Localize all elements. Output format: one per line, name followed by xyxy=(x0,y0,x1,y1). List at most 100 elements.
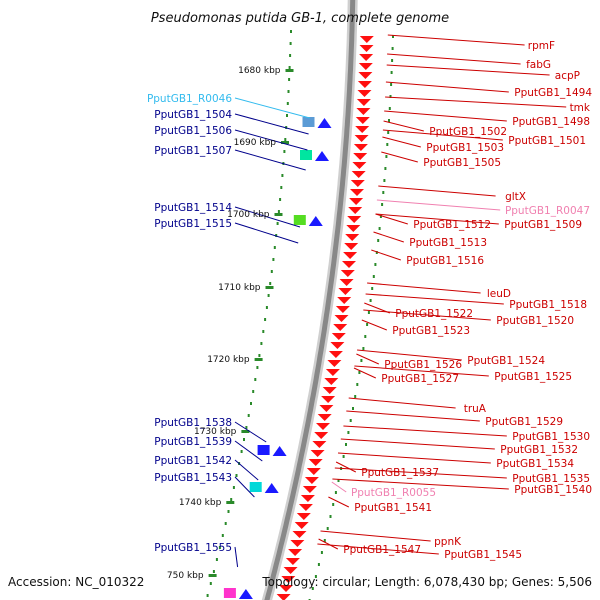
gene-arrow-reverse xyxy=(321,396,336,403)
track-dot xyxy=(288,78,291,81)
feature-label-right[interactable]: leuD xyxy=(487,288,511,300)
feature-label-left[interactable]: PputGB1_1542 xyxy=(154,455,232,467)
kbp-tick xyxy=(241,430,250,433)
gene-arrow-reverse xyxy=(337,297,352,304)
track-dot xyxy=(269,282,272,285)
feature-label-left[interactable]: PputGB1_1543 xyxy=(154,472,232,484)
feature-label-right[interactable]: ppnK xyxy=(434,536,462,548)
feature-label-right[interactable]: PputGB1_1523 xyxy=(392,325,470,337)
track-dot xyxy=(391,59,394,62)
track-dot xyxy=(385,155,388,158)
backbone-shadow xyxy=(261,0,358,600)
feature-label-right[interactable]: PputGB1_1505 xyxy=(423,157,501,169)
feature-label-left[interactable]: PputGB1_1506 xyxy=(154,125,232,137)
feature-label-left[interactable]: PputGB1_1515 xyxy=(154,218,232,230)
feature-label-right[interactable]: PputGB1_1547 xyxy=(343,544,421,556)
feature-label-right[interactable]: PputGB1_1529 xyxy=(485,416,563,428)
track-dot xyxy=(364,335,367,338)
track-dot xyxy=(384,167,387,170)
leader-line xyxy=(234,440,263,462)
feature-label-right[interactable]: gltX xyxy=(505,191,526,203)
feature-label-right[interactable]: PputGB1_R0047 xyxy=(505,205,590,217)
feature-label-right[interactable]: PputGB1_1498 xyxy=(512,116,590,128)
gene-arrow-reverse xyxy=(354,135,369,142)
track-dot xyxy=(334,491,337,494)
feature-label-right[interactable]: PputGB1_1520 xyxy=(496,315,574,327)
feature-label-right[interactable]: PputGB1_1525 xyxy=(494,371,572,383)
track-dot xyxy=(356,383,359,386)
track-dot xyxy=(235,474,238,477)
track-dot xyxy=(362,347,365,350)
track-dot xyxy=(369,299,372,302)
feature-label-left[interactable]: PputGB1_R0046 xyxy=(147,93,232,105)
gene-arrow-reverse xyxy=(322,387,337,394)
gene-arrow-forward xyxy=(264,483,279,493)
track-dot xyxy=(372,275,375,278)
gene-arrow-reverse xyxy=(343,252,358,259)
feature-label-right[interactable]: PputGB1_1526 xyxy=(384,359,462,371)
feature-label-left[interactable]: PputGB1_1538 xyxy=(154,417,232,429)
gene-arrow-reverse xyxy=(358,63,373,70)
feature-label-right[interactable]: PputGB1_1502 xyxy=(429,126,507,138)
track-dot xyxy=(379,215,382,218)
feature-label-right[interactable]: PputGB1_1522 xyxy=(395,308,473,320)
leader-line xyxy=(383,120,424,132)
track-dot xyxy=(254,378,257,381)
genome-title: Pseudomonas putida GB-1, complete genome xyxy=(151,11,449,26)
feature-label-right[interactable]: PputGB1_1534 xyxy=(496,458,574,470)
leader-line xyxy=(386,64,550,76)
feature-label-right[interactable]: fabG xyxy=(526,59,551,71)
feature-label-right[interactable]: PputGB1_1494 xyxy=(514,87,592,99)
gene-arrow-reverse xyxy=(300,495,315,502)
leader-line xyxy=(234,129,308,151)
feature-label-right[interactable]: PputGB1_1527 xyxy=(381,373,459,385)
gene-arrow-forward xyxy=(238,589,253,599)
feature-label-right[interactable]: tmk xyxy=(570,102,591,114)
feature-label-right[interactable]: truA xyxy=(464,403,487,415)
gene-arrow-reverse xyxy=(359,36,374,43)
gene-arrow-reverse xyxy=(353,153,368,160)
feature-label-right[interactable]: PputGB1_1509 xyxy=(504,219,582,231)
feature-label-right[interactable]: PputGB1_1545 xyxy=(444,549,522,561)
kbp-tick xyxy=(285,69,294,72)
feature-label-right[interactable]: PputGB1_1530 xyxy=(512,431,590,443)
feature-label-left[interactable]: PputGB1_1539 xyxy=(154,436,232,448)
feature-label-right[interactable]: PputGB1_1541 xyxy=(354,502,432,514)
feature-label-right[interactable]: PputGB1_1518 xyxy=(509,299,587,311)
track-dot xyxy=(378,227,381,230)
feature-label-right[interactable]: PputGB1_1524 xyxy=(467,355,545,367)
feature-label-right[interactable]: PputGB1_1535 xyxy=(512,473,590,485)
feature-label-left[interactable]: PputGB1_1504 xyxy=(154,109,232,121)
feature-label-right[interactable]: PputGB1_1540 xyxy=(514,484,592,496)
feature-label-right[interactable]: PputGB1_1532 xyxy=(500,444,578,456)
track-dot xyxy=(232,486,235,489)
feature-label-right[interactable]: PputGB1_1537 xyxy=(361,467,439,479)
feature-label-right[interactable]: rpmF xyxy=(528,40,555,52)
feature-label-left[interactable]: PputGB1_1514 xyxy=(154,202,232,214)
gene-arrow-reverse xyxy=(331,333,346,340)
leader-line xyxy=(234,476,255,498)
leader-line xyxy=(382,136,421,148)
feature-label-left[interactable]: PputGB1_1507 xyxy=(154,145,232,157)
feature-label-right[interactable]: acpP xyxy=(555,70,580,82)
kbp-label: 1730 kbp xyxy=(194,427,237,437)
feature-label-right[interactable]: PputGB1_1501 xyxy=(508,135,586,147)
track-dot xyxy=(342,455,345,458)
track-dot xyxy=(209,582,212,585)
feature-label-left[interactable]: PputGB1_1555 xyxy=(154,542,232,554)
track-dot xyxy=(273,246,276,249)
feature-label-right[interactable]: PputGB1_1513 xyxy=(409,237,487,249)
feature-label-right[interactable]: PputGB1_1503 xyxy=(426,142,504,154)
feature-label-right[interactable]: PputGB1_1516 xyxy=(406,255,484,267)
track-dot xyxy=(258,354,261,357)
kbp-tick-marks xyxy=(208,69,294,577)
feature-label-right[interactable]: PputGB1_R0055 xyxy=(351,487,436,499)
leader-line xyxy=(356,353,380,365)
track-dot xyxy=(391,47,394,50)
feature-label-right[interactable]: PputGB1_1512 xyxy=(413,219,491,231)
gene-arrow-reverse xyxy=(285,558,300,565)
track-dot xyxy=(260,342,263,345)
leader-line xyxy=(384,110,507,122)
track-dot xyxy=(289,54,292,57)
